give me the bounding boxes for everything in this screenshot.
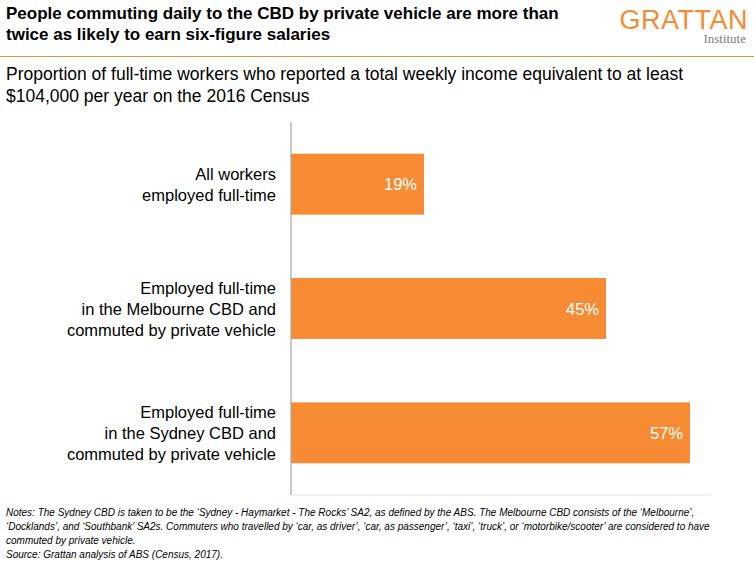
logo-main: GRATTAN [590, 6, 748, 34]
bars [291, 154, 690, 464]
category-label: All workersemployed full-time [142, 165, 276, 204]
title: People commuting daily to the CBD by pri… [6, 3, 576, 45]
source: Source: Grattan analysis of ABS (Census,… [6, 548, 748, 562]
logo-sub: Institute [590, 32, 746, 46]
bar [291, 402, 690, 463]
bar [291, 154, 424, 215]
chart: 19% All workersemployed full-time 45% Emplo… [0, 0, 754, 566]
title-rule [0, 56, 754, 57]
category-label: Employed full-timein the Sydney CBD andc… [67, 403, 276, 463]
subtitle: Proportion of full-time workers who repo… [6, 63, 751, 107]
data-label: 45% [566, 300, 599, 318]
bar [291, 278, 606, 339]
category-label: Employed full-timein the Melbourne CBD a… [67, 279, 276, 339]
y-axis-line [290, 122, 291, 495]
data-label: 19% [384, 175, 417, 193]
notes: Notes: The Sydney CBD is taken to be the… [6, 506, 748, 548]
data-label: 57% [650, 424, 683, 442]
x-range-line [291, 495, 711, 496]
